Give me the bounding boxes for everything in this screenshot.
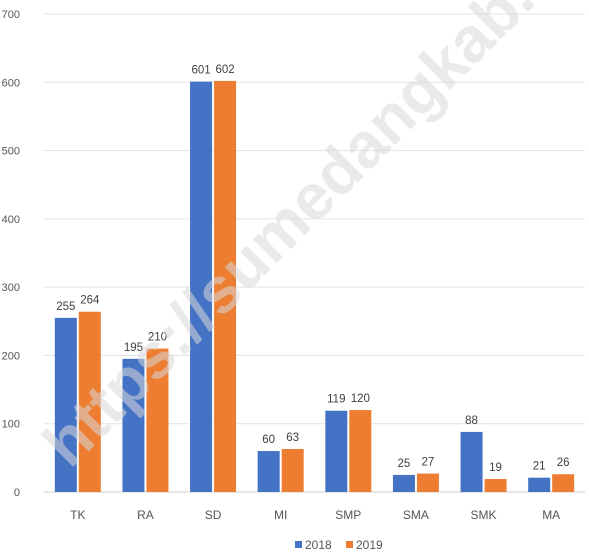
data-label: 25	[398, 458, 411, 470]
bar-2018-SD	[190, 81, 213, 493]
data-labels: 255 264 195 210 601 602 60 63 119 120 25 27 88 19 21 26	[56, 64, 569, 474]
bar-2018-RA	[122, 358, 145, 492]
data-label: 26	[557, 457, 570, 469]
bar-2018-SMA	[392, 474, 415, 492]
bar-2019-SMA	[416, 473, 439, 492]
data-label: 120	[351, 393, 370, 405]
x-category-label: MI	[274, 508, 287, 522]
bar-2019-SMK	[484, 479, 507, 492]
x-category-label: SMP	[335, 508, 361, 522]
bar-2019-SMP	[349, 410, 372, 492]
data-label: 63	[286, 432, 299, 444]
bar-2018-MA	[528, 477, 551, 492]
legend: 2018 2019	[295, 538, 383, 552]
data-label: 88	[465, 415, 478, 427]
bar-2019-RA	[146, 348, 169, 492]
bar-2019-TK	[78, 311, 101, 492]
bar-2018-MI	[257, 451, 280, 492]
bar-2018-SMP	[325, 410, 348, 492]
x-category-label: SMK	[471, 508, 497, 522]
y-tick-label: 0	[14, 487, 20, 499]
legend-swatch-2018	[295, 541, 302, 548]
bar-2019-MI	[281, 448, 304, 492]
y-tick-label: 200	[2, 350, 20, 362]
x-category-label: SD	[205, 508, 222, 522]
data-label: 119	[327, 394, 345, 406]
y-tick-label: 600	[2, 77, 20, 89]
bar-2019-MA	[552, 474, 575, 492]
x-category-label: MA	[542, 508, 560, 522]
data-label: 601	[191, 65, 210, 77]
data-label: 602	[215, 64, 234, 76]
data-label: 210	[148, 332, 167, 344]
data-label: 264	[80, 295, 100, 307]
bar-2018-SMK	[460, 431, 483, 492]
bar-2018-TK	[54, 317, 77, 492]
bar-2019-SD	[214, 80, 237, 493]
legend-label: 2018	[305, 538, 332, 552]
watermark: https://sumedangkab.bps.go.id	[29, 0, 589, 480]
x-axis-categories: TK RA SD MI SMP SMA SMK MA	[70, 508, 560, 522]
y-tick-label: 100	[2, 419, 20, 431]
y-tick-label: 500	[2, 146, 20, 158]
legend-swatch-2019	[346, 541, 353, 548]
y-tick-label: 700	[2, 9, 20, 21]
legend-label: 2019	[356, 538, 383, 552]
y-tick-label: 400	[2, 214, 20, 226]
y-tick-label: 300	[2, 282, 20, 294]
y-axis-ticks: 0 100 200 300 400 500 600 700	[2, 9, 20, 499]
x-category-label: SMA	[403, 508, 429, 522]
data-label: 255	[56, 301, 75, 313]
bars	[54, 80, 575, 493]
data-label: 195	[124, 342, 143, 354]
data-label: 27	[422, 457, 435, 469]
data-label: 21	[533, 461, 546, 473]
data-label: 19	[489, 462, 502, 474]
data-label: 60	[262, 434, 275, 446]
x-category-label: RA	[137, 508, 154, 522]
x-category-label: TK	[70, 508, 85, 522]
